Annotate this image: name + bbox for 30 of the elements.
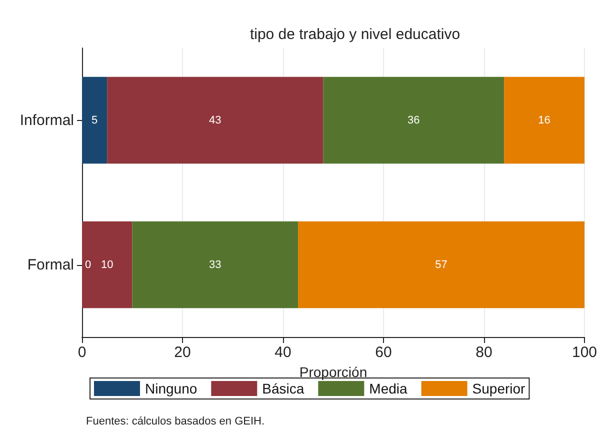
bar xyxy=(82,76,108,164)
data-label: 43 xyxy=(209,114,222,126)
x-tick-label: 80 xyxy=(476,344,492,361)
bar xyxy=(107,76,324,164)
x-tick-label: 20 xyxy=(174,344,191,361)
data-label: 5 xyxy=(92,114,98,126)
bar xyxy=(504,76,584,164)
x-tick-label: 100 xyxy=(572,344,597,361)
data-label: 36 xyxy=(408,114,420,126)
x-tick-label: 40 xyxy=(274,344,292,361)
data-label: 33 xyxy=(209,258,222,271)
data-label: 10 xyxy=(101,258,114,271)
y-tick-label: Informal xyxy=(20,112,74,129)
legend-label: Superior xyxy=(472,380,526,396)
legend-label: Media xyxy=(369,380,408,396)
bar xyxy=(323,76,504,164)
legend-label: Ninguno xyxy=(145,380,198,396)
bar xyxy=(82,221,132,308)
source-note: Fuentes: cálculos basados en GEIH. xyxy=(86,416,265,428)
x-tick-label: 0 xyxy=(78,344,86,361)
x-tick-label: 60 xyxy=(375,344,392,361)
x-axis-title: Proporción xyxy=(299,364,368,380)
bar xyxy=(132,221,298,308)
chart-title: tipo de trabajo y nivel educativo xyxy=(250,26,460,43)
data-label: 57 xyxy=(435,258,448,271)
data-label: 0 xyxy=(85,258,92,271)
bar xyxy=(298,221,584,308)
data-label: 16 xyxy=(538,114,550,126)
legend-label: Básica xyxy=(262,380,304,396)
y-tick-label: Formal xyxy=(27,256,74,274)
